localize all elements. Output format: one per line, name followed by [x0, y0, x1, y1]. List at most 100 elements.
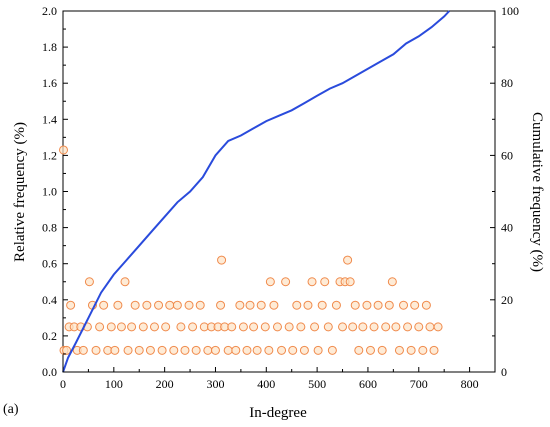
- y-tick-label: 0.4: [42, 293, 57, 307]
- scatter-point: [281, 277, 291, 287]
- scatter-point: [421, 300, 431, 310]
- scatter-point: [203, 345, 213, 355]
- scatter-point: [145, 345, 155, 355]
- scatter-point: [284, 322, 294, 332]
- scatter-point: [127, 322, 137, 332]
- scatter-point: [317, 300, 327, 310]
- scatter-point: [130, 300, 140, 310]
- scatter-point: [106, 322, 116, 332]
- y-tick-label: 1.6: [42, 76, 57, 90]
- scatter-point: [138, 322, 148, 332]
- scatter-point: [343, 255, 353, 265]
- scatter-point: [242, 345, 252, 355]
- y2-axis-title: Cumulative frequency (%): [529, 112, 545, 272]
- scatter-point: [172, 300, 182, 310]
- scatter-point: [425, 322, 435, 332]
- scatter-point: [66, 300, 76, 310]
- scatter-point: [296, 322, 306, 332]
- scatter-point: [95, 322, 105, 332]
- scatter-point: [429, 345, 439, 355]
- scatter-point: [265, 277, 275, 287]
- scatter-point: [99, 300, 109, 310]
- scatter-point: [260, 322, 270, 332]
- panel-label: (a): [3, 402, 19, 417]
- y2-tick-label: 40: [501, 221, 513, 235]
- scatter-point: [369, 322, 379, 332]
- scatter-point: [394, 345, 404, 355]
- scatter-point: [307, 277, 317, 287]
- scatter-point: [223, 345, 233, 355]
- scatter-point: [91, 345, 101, 355]
- y-axis-title: Relative frequency (%): [12, 122, 28, 262]
- x-axis-title: In-degree: [249, 405, 307, 421]
- y-tick-label: 2.0: [42, 4, 57, 18]
- y2-tick-label: 20: [501, 293, 513, 307]
- y-tick-label: 1.2: [42, 148, 57, 162]
- x-tick-label: 0: [60, 377, 66, 391]
- scatter-point: [180, 345, 190, 355]
- x-tick-label: 600: [359, 377, 377, 391]
- y-tick-label: 1.8: [42, 40, 57, 54]
- scatter-point: [313, 345, 323, 355]
- scatter-point: [120, 277, 130, 287]
- y2-tick-label: 80: [501, 76, 513, 90]
- scatter-point: [403, 322, 413, 332]
- x-tick-label: 200: [156, 377, 174, 391]
- y-tick-label: 1.4: [42, 112, 57, 126]
- scatter-point: [249, 322, 259, 332]
- scatter-point: [165, 300, 175, 310]
- scatter-point: [84, 277, 94, 287]
- y2-tick-label: 60: [501, 148, 513, 162]
- y-tick-label: 0.8: [42, 221, 57, 235]
- scatter-point: [210, 345, 220, 355]
- x-tick-label: 800: [461, 377, 479, 391]
- scatter-point: [338, 322, 348, 332]
- axes-layer: 0 100 200 300 400 500 600 700 8000.00.20.40.60.8…: [42, 4, 519, 391]
- scatter-point: [195, 300, 205, 310]
- scatter-point: [191, 345, 201, 355]
- scatter-point: [235, 300, 245, 310]
- plot-frame: [62, 10, 496, 373]
- scatter-point: [149, 322, 159, 332]
- scatter-point: [418, 345, 428, 355]
- scatter-point: [433, 322, 443, 332]
- scatter-point: [269, 300, 279, 310]
- scatter-point: [323, 322, 333, 332]
- scatter-point: [157, 345, 167, 355]
- x-tick-label: 300: [206, 377, 224, 391]
- scatter-point: [406, 345, 416, 355]
- scatter-point: [391, 322, 401, 332]
- scatter-point: [216, 300, 226, 310]
- scatter-point: [176, 322, 186, 332]
- scatter-point: [188, 322, 198, 332]
- scatter-point: [354, 345, 364, 355]
- x-tick-label: 100: [105, 377, 123, 391]
- x-tick-label: 700: [410, 377, 428, 391]
- scatter-point: [110, 345, 120, 355]
- scatter-point: [264, 345, 274, 355]
- scatter-point: [381, 322, 391, 332]
- scatter-point: [358, 322, 368, 332]
- x-tick-label: 400: [257, 377, 275, 391]
- scatter-point: [78, 345, 88, 355]
- scatter-point: [348, 322, 358, 332]
- scatter-point: [288, 345, 298, 355]
- scatter-point: [377, 345, 387, 355]
- scatter-point: [231, 345, 241, 355]
- cumulative-line: [62, 10, 451, 373]
- scatter-point: [184, 300, 194, 310]
- scatter-point: [252, 345, 262, 355]
- series-layer: [59, 10, 451, 373]
- scatter-point: [256, 300, 266, 310]
- scatter-point: [154, 300, 164, 310]
- y2-tick-label: 100: [501, 4, 519, 18]
- scatter-point: [62, 345, 72, 355]
- scatter-point: [299, 345, 309, 355]
- y2-tick-label: 0: [501, 365, 507, 379]
- scatter-point: [327, 345, 337, 355]
- scatter-point: [217, 255, 227, 265]
- scatter-point: [277, 345, 287, 355]
- scatter-point: [142, 300, 152, 310]
- scatter-point: [113, 300, 123, 310]
